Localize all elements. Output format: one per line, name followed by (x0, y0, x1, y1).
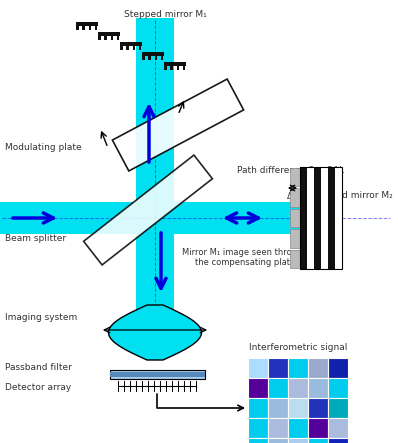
Bar (126, 47, 129, 50)
Text: Beam splitter: Beam splitter (5, 233, 66, 242)
Bar (307, 167, 314, 269)
Bar (170, 66, 173, 70)
Bar (328, 418, 348, 438)
Bar (139, 47, 141, 50)
Bar (268, 358, 288, 378)
Bar (248, 398, 268, 418)
Bar (76, 27, 78, 30)
Bar (268, 438, 288, 443)
Bar (164, 62, 186, 66)
Bar (288, 358, 308, 378)
Bar (248, 358, 268, 378)
Text: Stepped mirror M₁: Stepped mirror M₁ (124, 10, 207, 19)
Bar (148, 56, 151, 60)
Bar (104, 36, 107, 40)
Bar (335, 167, 342, 269)
Bar (76, 22, 98, 27)
Bar (290, 209, 300, 227)
Bar (110, 372, 205, 377)
Bar (300, 167, 342, 269)
Bar (290, 249, 300, 268)
Bar (112, 79, 244, 171)
Bar (328, 358, 348, 378)
Text: Detector array: Detector array (5, 384, 71, 392)
Bar (328, 398, 348, 418)
Text: Passband filter: Passband filter (5, 364, 72, 373)
Bar (288, 398, 308, 418)
Bar (161, 56, 163, 60)
Bar (300, 167, 307, 269)
Bar (98, 36, 101, 40)
Bar (308, 418, 328, 438)
Text: Path difference δ = 2ΔL: Path difference δ = 2ΔL (237, 166, 344, 175)
Bar (120, 47, 123, 50)
Text: Stepped mirror M₂: Stepped mirror M₂ (310, 190, 393, 199)
Bar (183, 66, 185, 70)
Bar (117, 36, 119, 40)
Bar (142, 56, 144, 60)
Bar (120, 42, 142, 47)
Bar (290, 188, 300, 207)
Text: Mirror M₁ image seen through
the compensating plate: Mirror M₁ image seen through the compens… (182, 248, 308, 268)
Bar (111, 36, 113, 40)
Bar (89, 27, 91, 30)
Bar (133, 47, 135, 50)
Bar (290, 168, 300, 187)
Bar (248, 378, 268, 398)
Bar (288, 378, 308, 398)
Bar (328, 438, 348, 443)
Bar (95, 27, 98, 30)
Bar (308, 398, 328, 418)
Bar (308, 378, 328, 398)
Bar (288, 418, 308, 438)
Text: Interferometric signal: Interferometric signal (249, 343, 347, 352)
Bar (142, 52, 164, 56)
Bar (328, 378, 348, 398)
Bar (308, 438, 328, 443)
Bar (136, 18, 174, 340)
Bar (164, 66, 166, 70)
Bar (110, 370, 205, 379)
Bar (84, 155, 213, 265)
Bar (314, 167, 321, 269)
Bar (268, 378, 288, 398)
Bar (174, 202, 300, 234)
Bar (248, 438, 268, 443)
Bar (268, 418, 288, 438)
Bar (288, 438, 308, 443)
Polygon shape (109, 305, 201, 360)
Bar (328, 167, 335, 269)
Bar (82, 27, 85, 30)
Bar (98, 32, 120, 36)
Bar (290, 229, 300, 248)
Bar (268, 398, 288, 418)
Bar (154, 56, 157, 60)
Bar (0, 202, 136, 234)
Text: ΔL: ΔL (287, 191, 297, 201)
Text: Imaging system: Imaging system (5, 314, 77, 323)
Bar (177, 66, 179, 70)
Bar (321, 167, 328, 269)
Text: Modulating plate: Modulating plate (5, 144, 82, 152)
Bar (248, 418, 268, 438)
Bar (308, 358, 328, 378)
